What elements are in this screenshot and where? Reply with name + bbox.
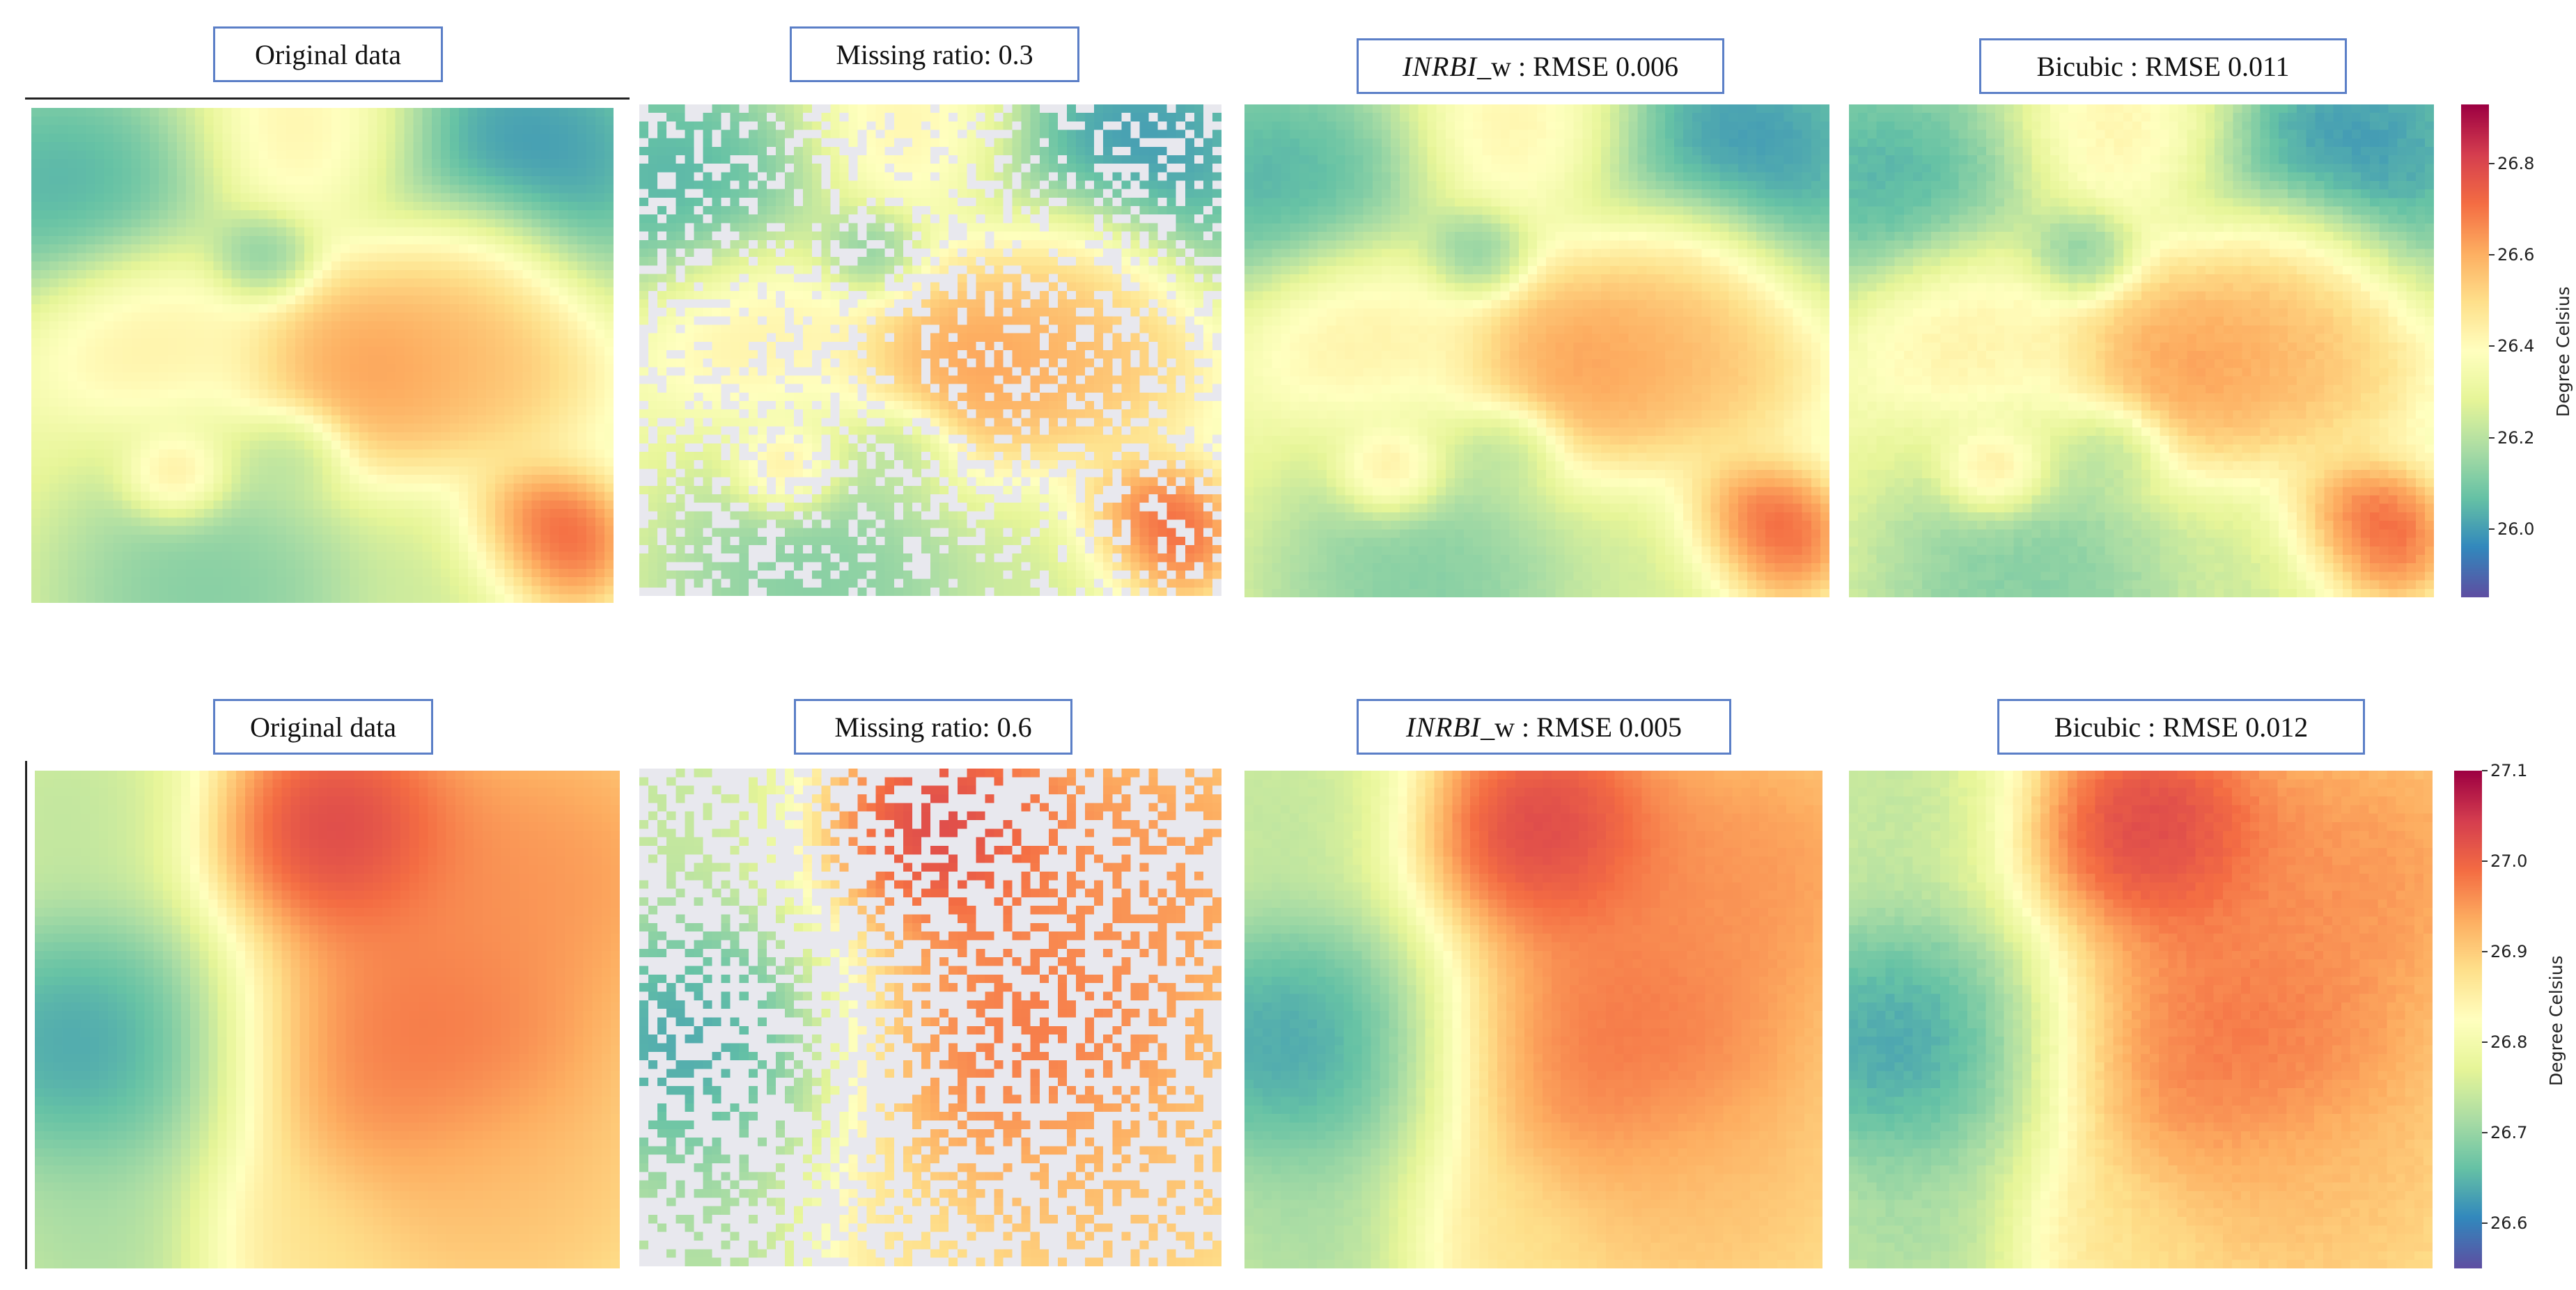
colorbar-tick-mark <box>2482 1132 2488 1133</box>
colorbar-gradient <box>2454 771 2482 1268</box>
row2-title-original: Original data <box>213 699 433 755</box>
row1-title-bicubic: Bicubic : RMSE 0.011 <box>1979 38 2347 94</box>
row1-inrbi-heatmap <box>1244 104 1829 597</box>
row2-title-bicubic-text: Bicubic : RMSE 0.012 <box>2054 711 2309 743</box>
row2-bicubic-heatmap <box>1849 771 2433 1268</box>
colorbar-tick-label: 26.6 <box>2497 245 2535 265</box>
row2-title-bicubic: Bicubic : RMSE 0.012 <box>1997 699 2365 755</box>
colorbar-tick-mark <box>2489 345 2495 347</box>
colorbar-tick-label: 26.8 <box>2497 154 2535 174</box>
row2-missing-heatmap <box>639 769 1221 1266</box>
row1-missing-heatmap <box>639 104 1221 596</box>
row2-inrbi-heatmap <box>1244 771 1822 1268</box>
colorbar-tick-label: 26.0 <box>2497 519 2535 539</box>
colorbar-tick-mark <box>2482 1222 2488 1224</box>
row1-title-bicubic-text: Bicubic : RMSE 0.011 <box>2036 50 2290 82</box>
colorbar-tick-mark <box>2489 254 2495 256</box>
colorbar-tick-mark <box>2482 1041 2488 1043</box>
colorbar-tick-label: 26.2 <box>2497 427 2535 448</box>
row2-title-inrbi-italic: INRBI <box>1405 711 1481 743</box>
row2-title-inrbi: INRBI _w : RMSE 0.005 <box>1357 699 1731 755</box>
colorbar-title: Degree Celsius <box>2546 954 2566 1086</box>
colorbar-tick-mark <box>2482 770 2488 771</box>
row2-title-inrbi-text: _w : RMSE 0.005 <box>1481 711 1683 743</box>
row1-original-heatmap <box>31 108 614 603</box>
colorbar-tick-mark <box>2489 436 2495 439</box>
row1-title-inrbi-text: _w : RMSE 0.006 <box>1477 50 1679 82</box>
colorbar-tick-mark <box>2482 860 2488 862</box>
row2-left-rule <box>25 761 27 1269</box>
row1-title-inrbi-italic: INRBI <box>1402 50 1478 82</box>
row1-bicubic-heatmap <box>1849 104 2434 597</box>
colorbar-tick-label: 27.0 <box>2490 851 2528 871</box>
row2-title-missing: Missing ratio: 0.6 <box>794 699 1072 755</box>
row2-title-missing-text: Missing ratio: 0.6 <box>834 711 1032 743</box>
colorbar-title: Degree Celsius <box>2553 286 2573 417</box>
colorbar-tick-label: 26.8 <box>2490 1032 2528 1052</box>
colorbar-tick-label: 26.7 <box>2490 1123 2528 1142</box>
row1-title-inrbi: INRBI _w : RMSE 0.006 <box>1357 38 1724 94</box>
colorbar-tick-label: 26.9 <box>2490 942 2528 961</box>
colorbar-tick-mark <box>2489 528 2495 530</box>
row1-title-missing: Missing ratio: 0.3 <box>790 26 1079 82</box>
row1-title-original-text: Original data <box>255 38 401 70</box>
colorbar-tick-label: 27.1 <box>2490 761 2528 780</box>
row1-title-original: Original data <box>213 26 443 82</box>
row1-rule <box>25 97 630 100</box>
colorbar-tick-mark <box>2489 163 2495 165</box>
row2-original-heatmap <box>35 771 620 1268</box>
colorbar-tick-label: 26.6 <box>2490 1213 2528 1233</box>
colorbar-gradient <box>2461 104 2489 597</box>
row1-title-missing-text: Missing ratio: 0.3 <box>836 38 1033 70</box>
colorbar-tick-mark <box>2482 951 2488 952</box>
colorbar-tick-label: 26.4 <box>2497 336 2535 356</box>
row2-title-original-text: Original data <box>250 711 396 743</box>
